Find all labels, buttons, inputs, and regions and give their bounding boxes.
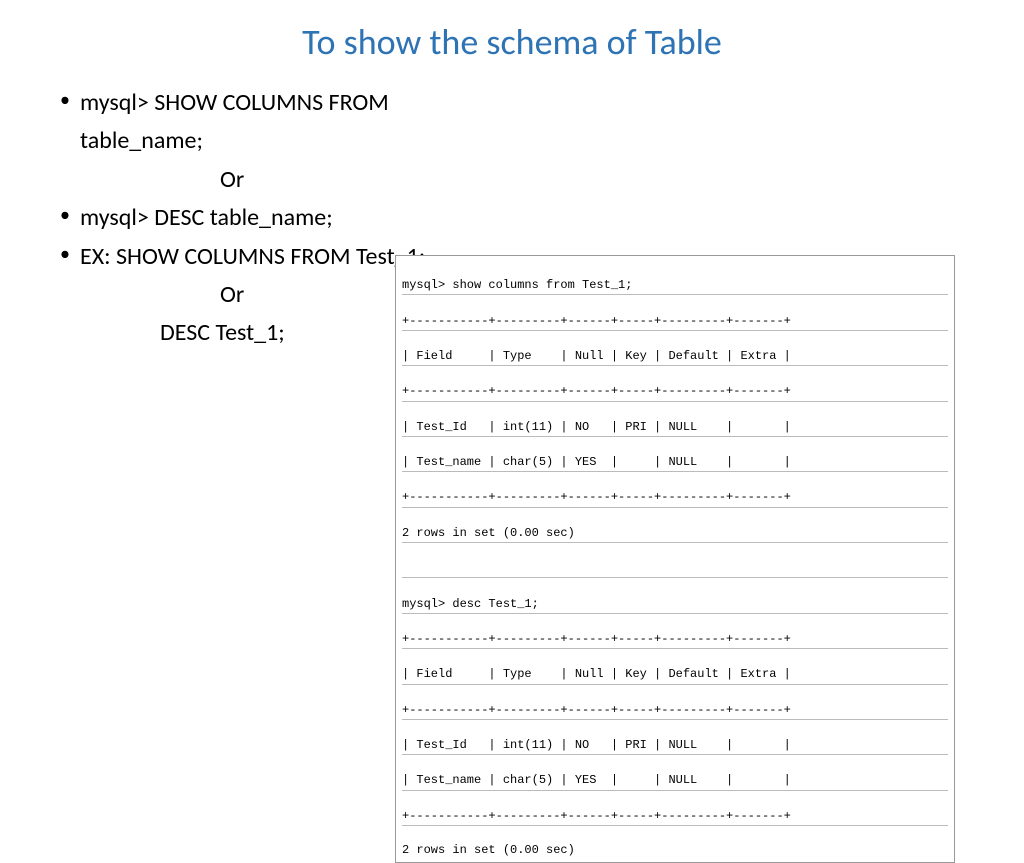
- console-blank: [402, 559, 948, 578]
- console-header: | Field | Type | Null | Key | Default | …: [402, 665, 948, 684]
- bullet-list: mysql> SHOW COLUMNS FROM table_name;: [60, 84, 440, 161]
- bullet-item-3: EX: SHOW COLUMNS FROM Test_1;: [60, 238, 440, 276]
- content-area: mysql> SHOW COLUMNS FROM table_name; Or …: [60, 84, 440, 353]
- mysql-console-output: mysql> show columns from Test_1; +------…: [395, 255, 955, 863]
- console-row: | Test_name | char(5) | YES | | NULL | |: [402, 453, 948, 472]
- console-separator: +-----------+---------+------+-----+----…: [402, 488, 948, 507]
- or-text-2: Or: [60, 276, 440, 314]
- console-separator: +-----------+---------+------+-----+----…: [402, 807, 948, 826]
- console-row: | Test_Id | int(11) | NO | PRI | NULL | …: [402, 736, 948, 755]
- slide-title: To show the schema of Table: [60, 20, 964, 64]
- console-result: 2 rows in set (0.00 sec): [402, 524, 948, 543]
- console-line: mysql> show columns from Test_1;: [402, 276, 948, 295]
- bullet-item-1: mysql> SHOW COLUMNS FROM table_name;: [60, 84, 440, 161]
- console-separator: +-----------+---------+------+-----+----…: [402, 701, 948, 720]
- console-result: 2 rows in set (0.00 sec): [402, 843, 575, 857]
- or-text-1: Or: [60, 161, 440, 199]
- console-line: mysql> desc Test_1;: [402, 595, 948, 614]
- bullet-item-2: mysql> DESC table_name;: [60, 199, 440, 237]
- bullet-list-2: mysql> DESC table_name; EX: SHOW COLUMNS…: [60, 199, 440, 276]
- console-row: | Test_Id | int(11) | NO | PRI | NULL | …: [402, 418, 948, 437]
- console-separator: +-----------+---------+------+-----+----…: [402, 630, 948, 649]
- console-separator: +-----------+---------+------+-----+----…: [402, 382, 948, 401]
- console-header: | Field | Type | Null | Key | Default | …: [402, 347, 948, 366]
- desc-example: DESC Test_1;: [60, 314, 440, 352]
- console-row: | Test_name | char(5) | YES | | NULL | |: [402, 771, 948, 790]
- console-separator: +-----------+---------+------+-----+----…: [402, 312, 948, 331]
